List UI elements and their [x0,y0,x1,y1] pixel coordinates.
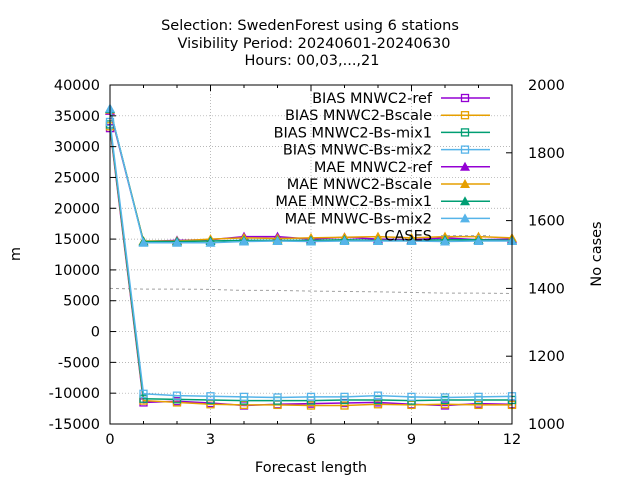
legend-swatch-marker [460,128,470,137]
data-point [373,400,383,409]
y-tick-label: 0 [91,325,100,341]
y-tick-label: 25000 [54,170,100,186]
y-axis-label: m [8,247,24,261]
x-tick-label: 12 [503,432,521,448]
data-point [272,235,283,245]
y2-tick-label: 2000 [528,78,565,94]
legend-label: BIAS MNWC2-Bscale [285,108,432,124]
data-point [407,392,416,402]
data-point [206,400,215,409]
legend-entry: CASES [384,229,490,245]
chart-title: Selection: SwedenForest using 6 stations… [161,18,459,69]
legend-swatch-marker [460,111,470,120]
data-point [440,393,450,402]
data-point [473,235,484,245]
data-point [407,400,416,410]
legend-label: MAE MNWC-Bs-mix2 [285,211,432,227]
y-tick-label: 10000 [54,263,100,279]
legend-entry: MAE MNWC2-Bscale [287,177,490,193]
legend-entry: BIAS MNWC2-Bscale [285,108,490,124]
title-line-3: Hours: 00,03,...,21 [245,53,380,69]
data-point [373,235,383,245]
data-point [205,237,216,247]
data-point [339,235,350,245]
y-tick-label: 20000 [54,201,100,217]
series-mae-mnwc-bs-mix2 [105,103,517,247]
legend-entry: BIAS MNWC2-Bs-mix1 [274,125,490,141]
y2-tick-label: 1000 [528,417,565,433]
data-point [306,392,316,402]
legend-label: MAE MNWC2-Bs-mix1 [275,194,432,210]
data-point [340,392,349,402]
title-line-1: Selection: SwedenForest using 6 stations [161,18,459,34]
y2-tick-label: 1800 [528,146,565,162]
legend-entry: BIAS MNWC2-ref [312,91,490,107]
data-point [139,394,148,403]
x-tick-label: 6 [306,432,315,448]
y-tick-label: -10000 [49,386,100,402]
data-point [206,392,215,401]
legend-label: BIAS MNWC2-ref [312,91,433,107]
y-tick-label: 5000 [63,294,100,310]
series-cases [109,287,513,294]
data-point [373,391,383,400]
data-point [239,236,249,246]
data-point [474,400,483,410]
y2-axis-label: No cases [589,221,605,286]
x-axis-label: Forecast length [255,460,367,476]
data-point [138,237,149,247]
legend-swatch-marker [460,93,470,103]
data-point [373,395,383,405]
data-point [474,392,483,402]
legend-swatch-marker [460,179,470,188]
y-tick-label: -5000 [58,355,100,371]
legend-swatch-marker [460,161,470,171]
legend-entry: MAE MNWC-Bs-mix2 [285,211,490,227]
legend-entry: MAE MNWC2-Bs-mix1 [275,194,490,210]
data-point [172,237,182,247]
series-line [109,287,513,294]
series-layer [105,103,517,410]
legend-label: BIAS MNWC-Bs-mix2 [283,143,432,159]
series-bias-mnwc-bs-mix2 [105,117,517,402]
x-tick-label: 0 [105,432,114,448]
y-tick-label: 30000 [54,140,100,156]
legend-label: MAE MNWC2-Bscale [287,177,432,193]
y-tick-label: 35000 [54,109,100,125]
legend-entry: MAE MNWC2-ref [314,160,490,176]
legend-label: BIAS MNWC2-Bs-mix1 [274,125,432,141]
title-line-2: Visibility Period: 20240601-20240630 [178,36,451,52]
series-line [109,121,513,399]
y-tick-label: -15000 [49,417,100,433]
y-tick-label: 15000 [54,232,100,248]
data-point [406,235,417,245]
data-point [306,401,316,410]
legend-label: MAE MNWC2-ref [314,160,433,176]
data-point [306,236,316,246]
y2-tick-label: 1200 [528,349,565,365]
x-tick-label: 9 [407,432,416,448]
data-point [172,391,182,400]
legend-swatch-marker [460,196,470,206]
y2-tick-label: 1400 [528,281,565,297]
data-point [273,393,282,402]
data-point [340,401,349,410]
grid [110,85,512,424]
data-point [239,392,249,402]
y-tick-label: 40000 [54,78,100,94]
data-point [239,400,249,410]
legend-swatch-marker [460,145,470,154]
x-tick-label: 3 [206,432,215,448]
axis-ticks: -15000-10000-500005000100001500020000250… [49,78,565,448]
legend-label: CASES [384,229,432,245]
legend-entry: BIAS MNWC-Bs-mix2 [283,143,490,159]
legend-swatch-marker [460,213,470,223]
y2-tick-label: 1600 [528,214,565,230]
data-point [440,236,450,246]
data-point [139,389,148,398]
